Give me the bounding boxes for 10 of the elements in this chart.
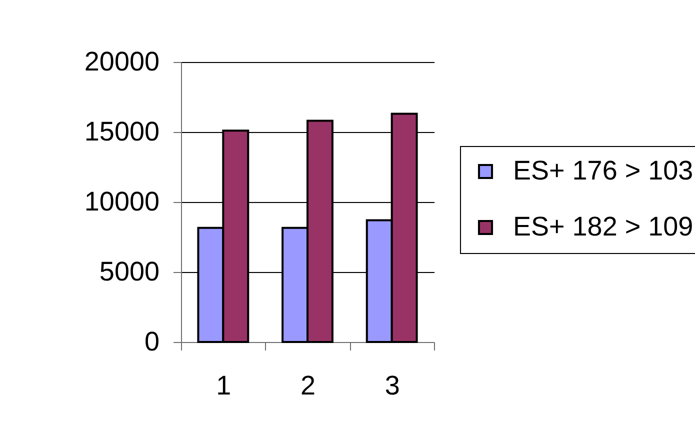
x-tick-label: 2 xyxy=(300,370,316,400)
y-tick-label: 0 xyxy=(144,326,160,356)
x-tick-label: 1 xyxy=(216,370,232,400)
x-tick-label: 3 xyxy=(384,370,400,400)
y-tick-label: 15000 xyxy=(84,116,160,146)
y-tick-label: 10000 xyxy=(84,186,160,216)
y-tick-label: 5000 xyxy=(99,256,160,286)
legend-label: ES+ 176 > 103 xyxy=(513,156,694,186)
legend-label: ES+ 182 > 109 xyxy=(513,212,694,242)
y-tick-label: 20000 xyxy=(84,46,160,76)
